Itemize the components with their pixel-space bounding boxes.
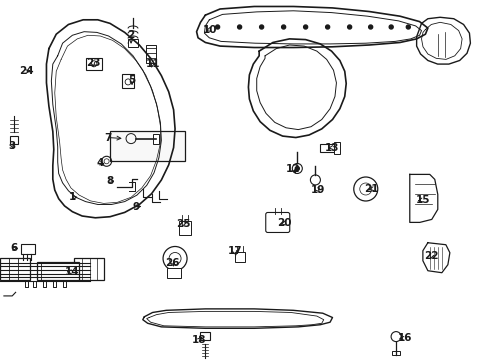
Bar <box>20 244 35 254</box>
Circle shape <box>237 25 241 29</box>
Circle shape <box>295 166 299 171</box>
Circle shape <box>368 25 372 29</box>
Text: 12: 12 <box>285 164 300 174</box>
Circle shape <box>406 25 409 29</box>
Circle shape <box>325 25 329 29</box>
Circle shape <box>215 25 219 29</box>
Circle shape <box>281 25 285 29</box>
Text: 21: 21 <box>364 184 378 194</box>
Text: 11: 11 <box>145 59 160 69</box>
Bar <box>234 252 244 262</box>
Text: 14: 14 <box>65 267 80 277</box>
Text: 2: 2 <box>127 30 134 40</box>
Text: 26: 26 <box>164 258 179 268</box>
Text: 20: 20 <box>277 218 291 228</box>
Text: 4: 4 <box>96 158 104 168</box>
Text: 24: 24 <box>20 66 34 76</box>
Circle shape <box>347 25 351 29</box>
Text: 19: 19 <box>310 185 325 195</box>
Circle shape <box>259 25 263 29</box>
Text: 16: 16 <box>397 333 411 343</box>
FancyBboxPatch shape <box>265 212 289 233</box>
Bar <box>200 332 210 339</box>
Text: 18: 18 <box>191 335 206 345</box>
Text: 23: 23 <box>85 58 100 68</box>
Bar <box>153 134 159 144</box>
Bar <box>122 74 134 88</box>
Text: 9: 9 <box>132 202 139 212</box>
Text: 3: 3 <box>9 141 16 151</box>
Bar <box>179 221 190 235</box>
Text: 8: 8 <box>106 176 113 186</box>
Bar <box>391 351 399 355</box>
Text: 10: 10 <box>203 24 217 35</box>
Circle shape <box>303 25 307 29</box>
Bar <box>37 262 79 280</box>
Bar <box>167 269 181 279</box>
Text: 6: 6 <box>10 243 17 253</box>
Bar <box>128 40 138 48</box>
Bar <box>334 141 340 154</box>
Bar <box>320 144 338 152</box>
Bar <box>86 58 102 70</box>
Circle shape <box>388 25 392 29</box>
Text: 25: 25 <box>176 219 190 229</box>
Text: 15: 15 <box>415 195 429 205</box>
Bar <box>0 258 30 280</box>
Text: 22: 22 <box>423 251 438 261</box>
Text: 7: 7 <box>103 132 111 143</box>
Text: 17: 17 <box>227 246 242 256</box>
Text: 13: 13 <box>325 143 339 153</box>
Bar <box>10 136 18 144</box>
Bar <box>74 258 103 280</box>
Bar <box>145 45 155 63</box>
Text: 5: 5 <box>128 75 135 85</box>
Text: 1: 1 <box>69 192 76 202</box>
Bar <box>110 131 184 161</box>
